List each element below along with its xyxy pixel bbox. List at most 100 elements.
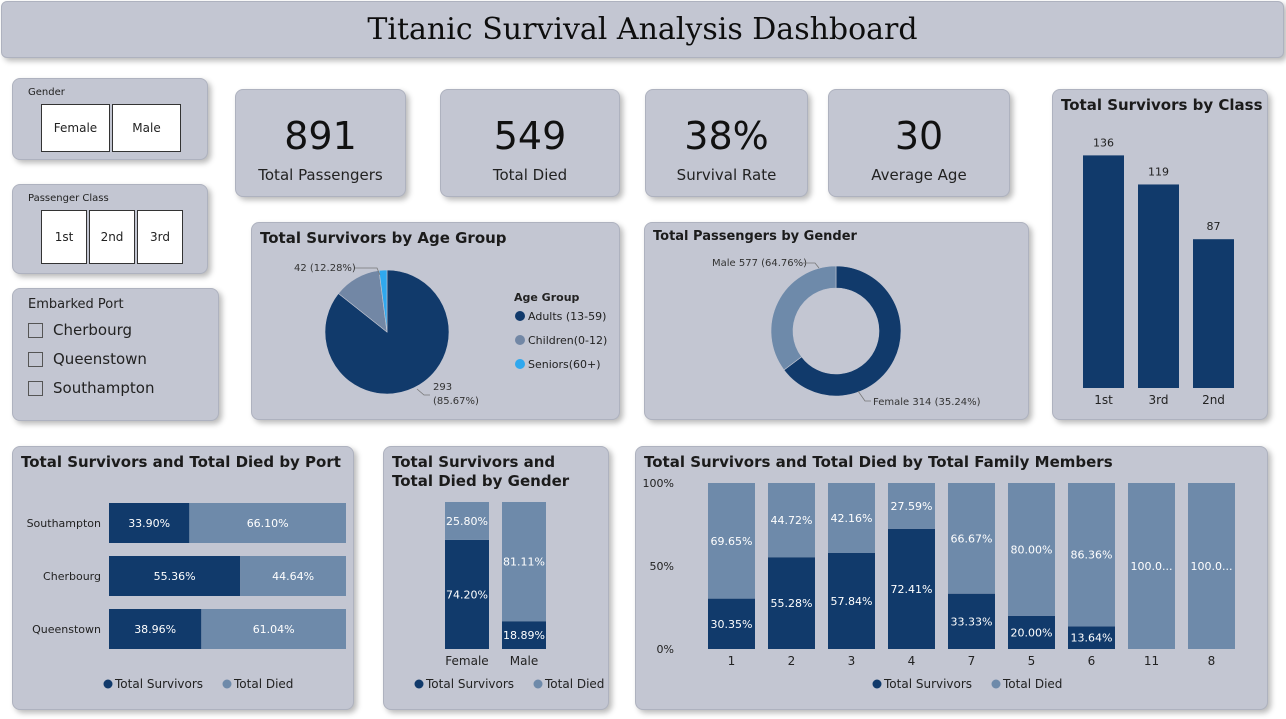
gender-stack-segment-0 xyxy=(445,539,489,649)
gender-stack-value-label: 25.80% xyxy=(446,515,488,528)
page-title: Titanic Survival Analysis Dashboard xyxy=(367,12,918,47)
family-stack-value-label: 44.72% xyxy=(771,514,813,527)
family-stack-value-label: 27.59% xyxy=(891,500,933,513)
age-legend-marker-1 xyxy=(515,335,525,345)
kpi-card-total-died: 549 Total Died xyxy=(440,89,620,197)
family-x-tick-label: 1 xyxy=(728,654,736,668)
port-bar-segment-1 xyxy=(201,609,346,649)
age-pie-label-adults-value: 293 xyxy=(433,382,452,393)
family-stack-segment-0 xyxy=(1008,615,1055,649)
family-stack-segment-1 xyxy=(768,483,815,558)
family-stack-segment-1 xyxy=(1068,483,1115,627)
class-option-1st[interactable]: 1st xyxy=(41,210,87,264)
family-stack-segment-1 xyxy=(828,483,875,553)
dashboard-title-bar: Titanic Survival Analysis Dashboard xyxy=(1,1,1284,58)
embarked-port-title: Embarked Port xyxy=(28,297,124,312)
family-stack-segment-0 xyxy=(1068,626,1115,649)
age-pie-label-adults-pct: (85.67%) xyxy=(433,396,479,407)
kpi-label: Total Passengers xyxy=(258,166,383,184)
legend-marker-0 xyxy=(103,679,113,689)
family-stack-segment-1 xyxy=(1188,483,1235,649)
port-bar-segment-0 xyxy=(109,609,202,649)
class-bar-2nd xyxy=(1193,239,1234,388)
port-option-queenstown[interactable]: Queenstown xyxy=(28,350,147,368)
kpi-value: 549 xyxy=(493,114,567,158)
port-stacked-chart: Total Survivors and Total Died by Port 3… xyxy=(12,446,354,710)
family-stack-segment-1 xyxy=(948,483,995,594)
port-bar-value-label: 33.90% xyxy=(128,517,170,530)
gender-option-male[interactable]: Male xyxy=(112,104,181,152)
chart-title: Total Survivors and Total Died by Port xyxy=(21,453,341,471)
port-option-cherbourg[interactable]: Cherbourg xyxy=(28,321,132,339)
class-bar-3rd xyxy=(1138,184,1179,388)
age-legend-marker-0 xyxy=(515,311,525,321)
age-pie-leader-adults xyxy=(416,388,430,396)
family-stack-value-label: 42.16% xyxy=(831,512,873,525)
kpi-value: 38% xyxy=(684,114,769,158)
checkbox-icon[interactable] xyxy=(28,351,43,367)
family-stack-value-label: 80.00% xyxy=(1011,543,1053,556)
gender-stack-value-label: 81.11% xyxy=(503,556,545,569)
class-option-3rd[interactable]: 3rd xyxy=(137,210,183,264)
family-x-tick-label: 2 xyxy=(788,654,796,668)
family-stacked-svg: 100% 50% 0% 30.35% 69.65% 1 55.28% 44.72% 2 57.84… xyxy=(643,477,1235,691)
class-bar-1st xyxy=(1083,155,1124,388)
family-x-tick-label: 4 xyxy=(908,654,916,668)
age-group-pie-svg: 42 (12.28%) 293 (85.67%) Age Group Adults (1… xyxy=(294,263,607,407)
port-option-label: Queenstown xyxy=(53,350,147,368)
family-x-tick-label: 5 xyxy=(1028,654,1036,668)
family-y-tick-label: 0% xyxy=(657,643,674,656)
port-option-label: Southampton xyxy=(53,379,155,397)
family-stack-value-label: 86.36% xyxy=(1071,549,1113,562)
checkbox-icon[interactable] xyxy=(28,322,43,338)
chart-title: Total Survivors by Age Group xyxy=(260,229,507,247)
class-option-2nd[interactable]: 2nd xyxy=(89,210,135,264)
legend-marker-0 xyxy=(414,679,424,689)
checkbox-icon[interactable] xyxy=(28,380,43,396)
port-bar-segment-1 xyxy=(240,556,346,596)
family-stack-value-label: 33.33% xyxy=(951,615,993,628)
port-option-label: Cherbourg xyxy=(53,321,133,339)
gender-donut-leader-female xyxy=(857,390,871,402)
port-bar-value-label: 66.10% xyxy=(247,517,289,530)
family-x-tick-label: 11 xyxy=(1144,654,1159,668)
family-x-tick-label: 7 xyxy=(968,654,976,668)
port-bar-value-label: 55.36% xyxy=(154,570,196,583)
port-bar-value-label: 44.64% xyxy=(272,570,314,583)
family-stack-segment-1 xyxy=(1008,483,1055,616)
passenger-class-slicer-title: Passenger Class xyxy=(28,193,109,204)
class-bar-svg: 136 1st 119 3rd 87 2nd xyxy=(1083,136,1234,407)
kpi-label: Average Age xyxy=(871,166,967,184)
gender-stack-segment-0 xyxy=(502,621,546,649)
class-x-tick-label: 1st xyxy=(1094,393,1113,407)
gender-stack-value-label: 18.89% xyxy=(503,629,545,642)
legend-marker-1 xyxy=(222,679,232,689)
family-stack-segment-1 xyxy=(708,483,755,599)
port-bar-value-label: 61.04% xyxy=(253,623,295,636)
port-option-southampton[interactable]: Southampton xyxy=(28,379,154,397)
age-legend-title: Age Group xyxy=(514,291,580,304)
family-x-tick-label: 3 xyxy=(848,654,856,668)
gender-slicer-title: Gender xyxy=(28,87,65,98)
kpi-card-survival-rate: 38% Survival Rate xyxy=(645,89,808,197)
legend-marker-1 xyxy=(533,679,543,689)
legend-label-1: Total Died xyxy=(544,677,604,691)
class-bar-value-label: 119 xyxy=(1148,165,1169,178)
family-stacked-chart: Total Survivors and Total Died by Total … xyxy=(635,446,1268,710)
gender-stacked-chart: Total Survivors and Total Died by Gender… xyxy=(383,446,609,710)
family-stack-segment-0 xyxy=(888,528,935,649)
family-stack-segment-0 xyxy=(828,552,875,649)
gender-donut-leader-male xyxy=(803,262,820,269)
passenger-class-slicer: Passenger Class 1st 2nd 3rd xyxy=(12,184,208,274)
gender-donut-svg: Male 577 (64.76%) Female 314 (35.24%) xyxy=(712,258,981,408)
port-bar-segment-0 xyxy=(109,503,190,543)
family-stack-segment-1 xyxy=(1128,483,1175,649)
legend-label-1: Total Died xyxy=(233,677,293,691)
family-stack-segment-0 xyxy=(768,557,815,649)
kpi-card-average-age: 30 Average Age xyxy=(828,89,1010,197)
gender-option-female[interactable]: Female xyxy=(41,104,110,152)
gender-donut-slice-0 xyxy=(783,265,902,397)
chart-title: Total Survivors and Total Died by Gender xyxy=(392,453,570,490)
age-legend-label-1: Children(0-12) xyxy=(528,334,607,347)
class-x-tick-label: 2nd xyxy=(1202,393,1225,407)
